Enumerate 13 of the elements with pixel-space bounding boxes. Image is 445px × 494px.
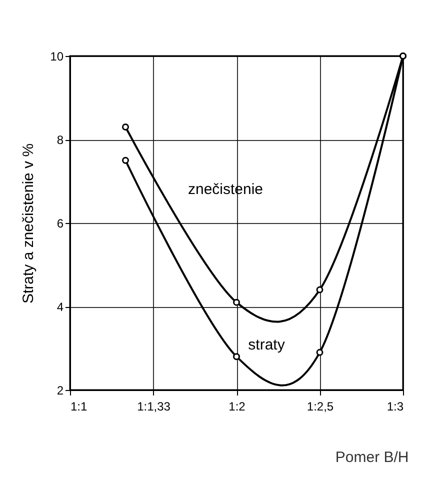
y-axis-title: Straty a znečistenie v %: [20, 143, 38, 304]
y-tick-label: 8: [56, 133, 64, 147]
series-label: straty: [248, 336, 286, 354]
y-tick-label: 2: [56, 384, 64, 398]
x-tick-label: 1:3: [386, 400, 404, 414]
y-tick-label: 6: [56, 216, 64, 230]
x-tick-label: 1:1: [70, 400, 88, 414]
x-tick-label: 1:2: [228, 400, 246, 414]
y-tick-label: 10: [50, 50, 64, 64]
x-tick-label: 1:2,5: [306, 400, 334, 414]
x-tick-label: 1:1,33: [137, 400, 171, 414]
x-axis-title: Pomer B/H: [335, 449, 409, 466]
y-tick-label: 4: [56, 300, 64, 314]
